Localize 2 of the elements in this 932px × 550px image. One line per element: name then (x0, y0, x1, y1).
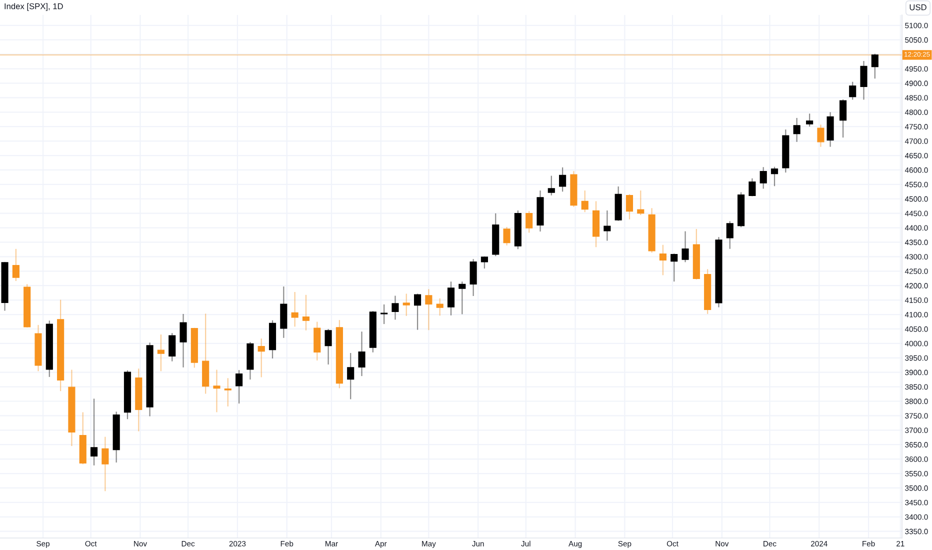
chart-title: Index [SPX], 1D (4, 3, 63, 11)
text: USD (910, 4, 926, 10)
